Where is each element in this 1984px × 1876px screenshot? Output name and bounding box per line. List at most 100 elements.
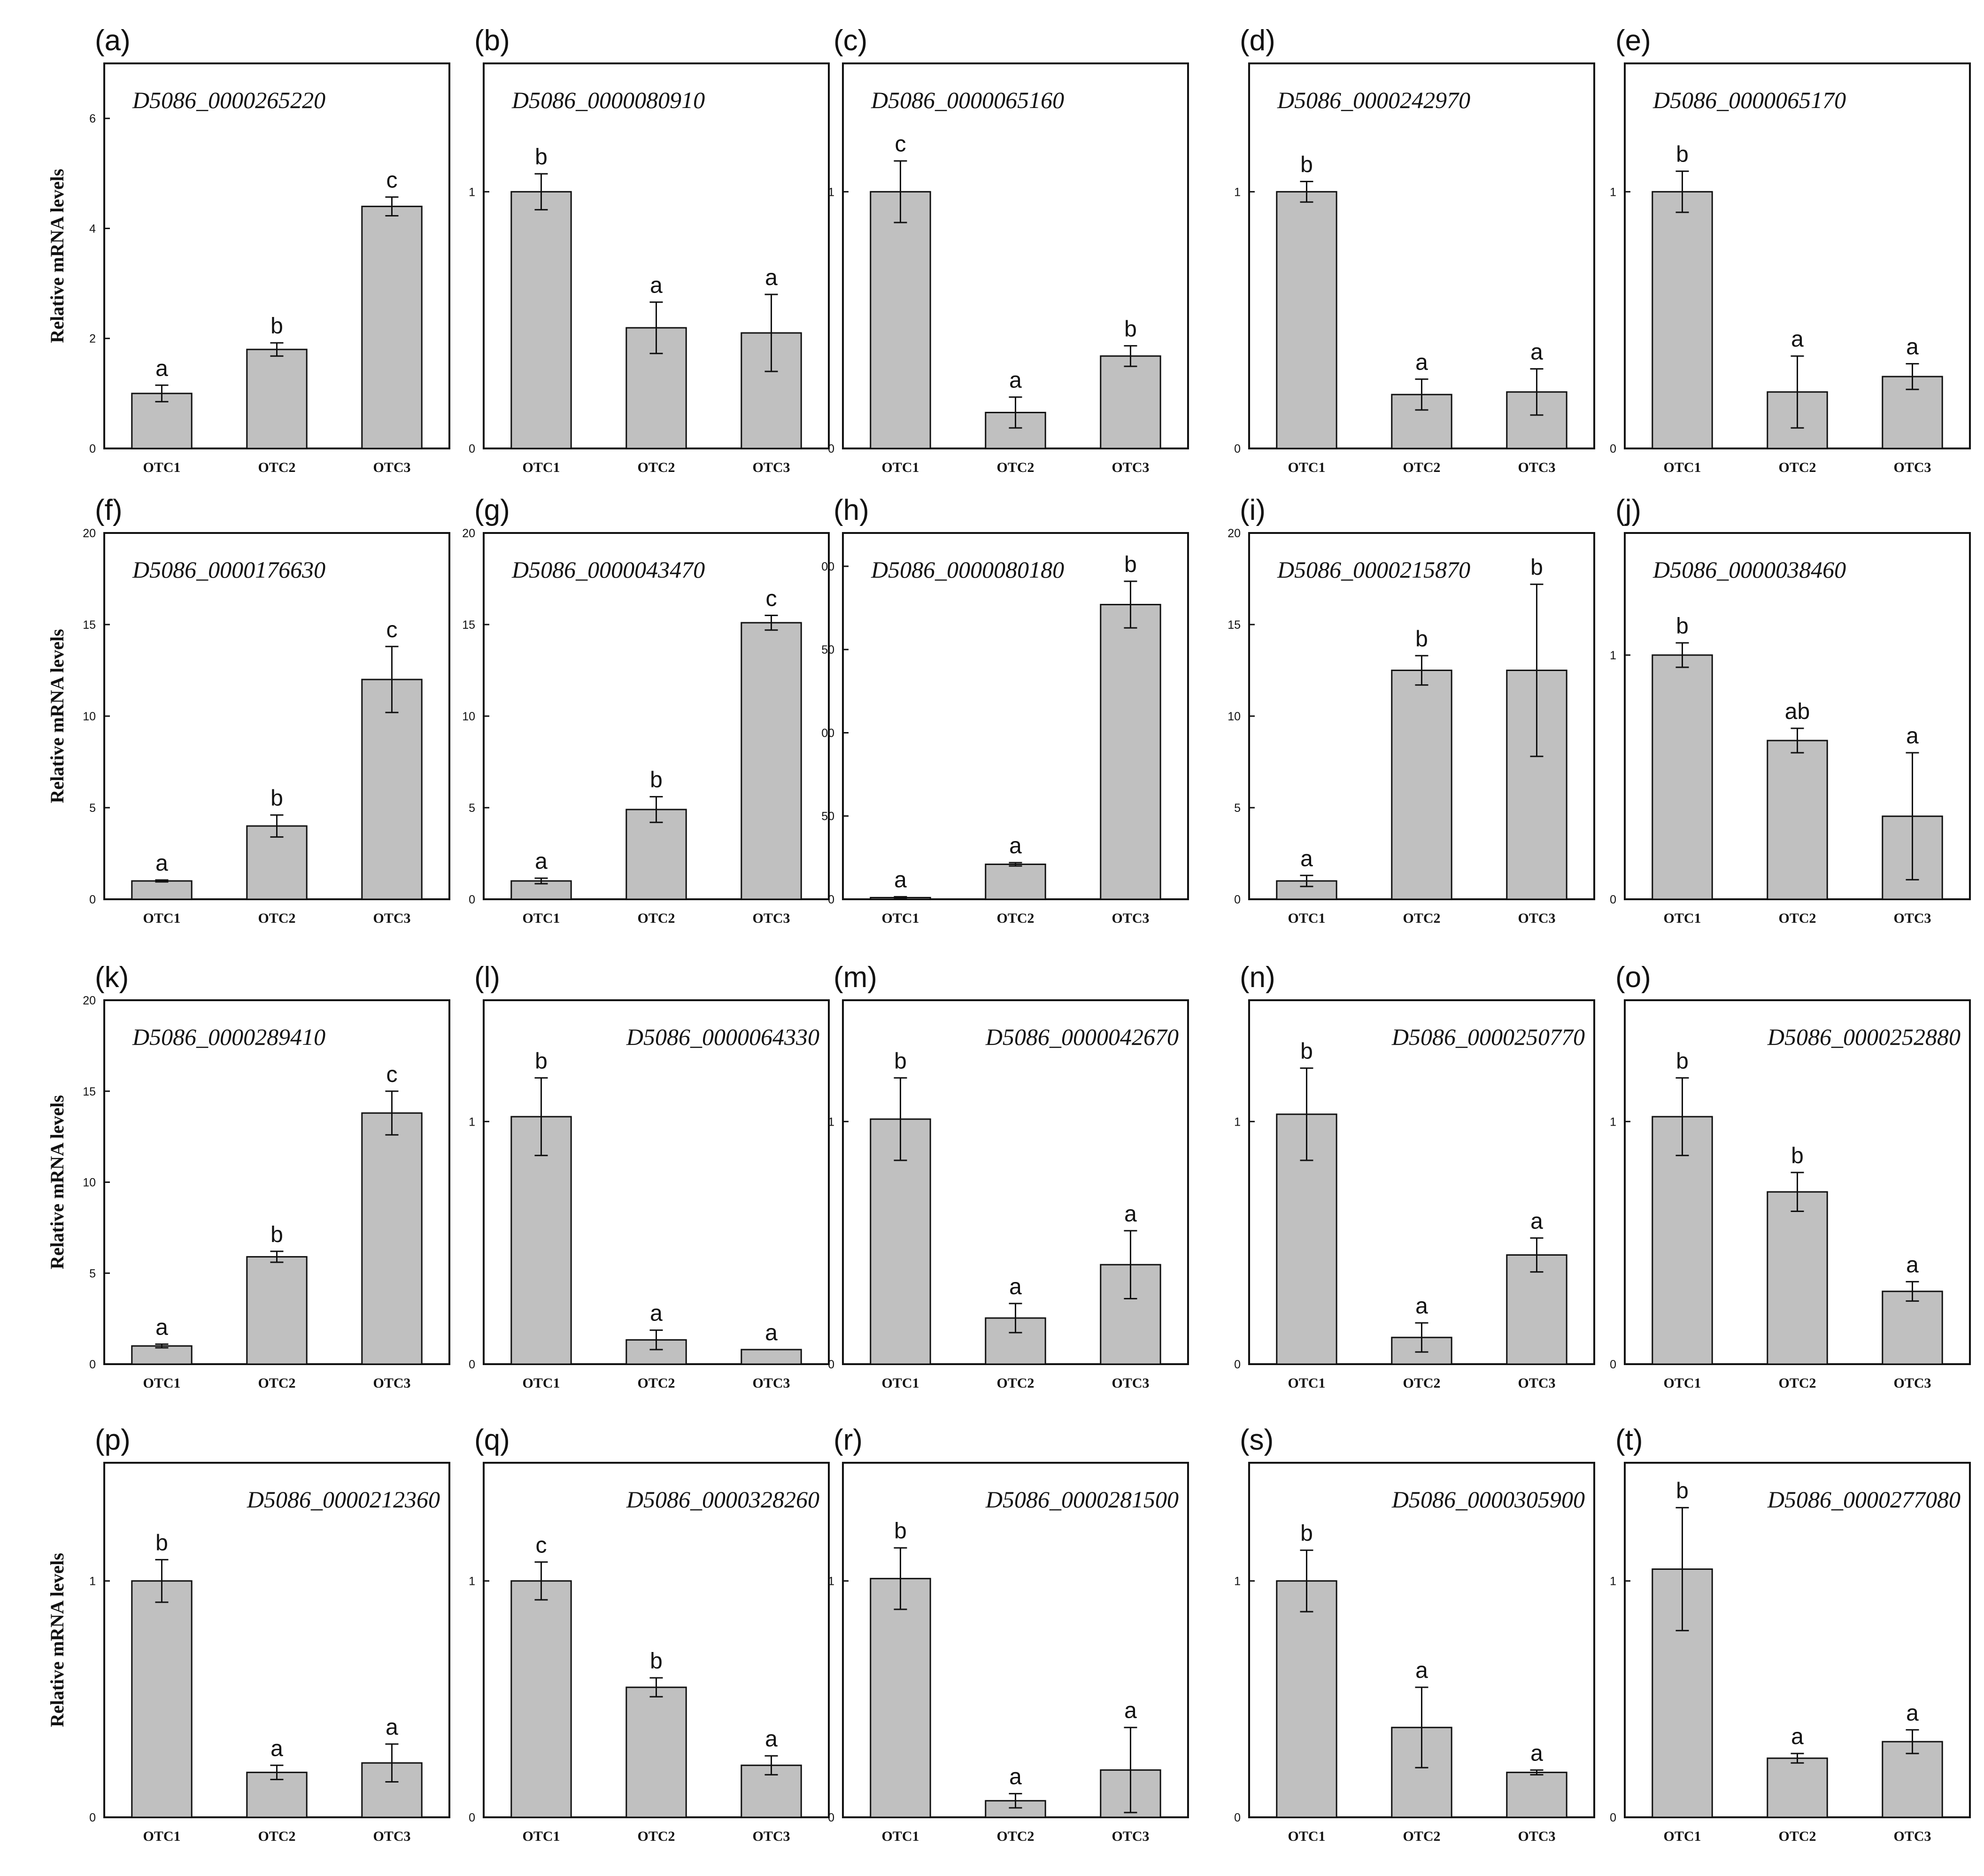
significance-label: c: [386, 1062, 398, 1087]
significance-label: b: [1124, 552, 1137, 577]
panel-letter: (s): [1240, 1424, 1274, 1456]
bar-otc1: [510, 191, 572, 449]
x-category-label: OTC1: [1663, 1829, 1701, 1844]
bar-otc3: [361, 1112, 423, 1365]
significance-label: b: [1300, 152, 1313, 177]
y-tick-label: 15: [462, 618, 475, 632]
x-category-label: OTC1: [1663, 460, 1701, 475]
significance-label: a: [650, 1301, 663, 1326]
x-category-label: OTC2: [258, 460, 295, 475]
significance-label: c: [536, 1533, 547, 1558]
y-tick-label: 5: [89, 802, 96, 815]
x-category-label: OTC3: [752, 911, 790, 926]
chart-panel-4: (d) D5086_0000242970 0 1 b OTC1 a OTC2 a OTC3: [1234, 24, 1595, 475]
significance-label: a: [765, 1320, 778, 1345]
x-category-label: OTC2: [637, 460, 675, 475]
x-category-label: OTC3: [1518, 1829, 1555, 1844]
significance-label: b: [650, 1649, 663, 1674]
y-tick-label: 0: [1610, 893, 1616, 906]
bar-otc2: [1767, 740, 1828, 900]
bar-otc3: [741, 622, 802, 900]
gene-title: D5086_0000242970: [1277, 87, 1470, 113]
y-tick-label: 1: [1610, 1575, 1616, 1588]
significance-label: b: [270, 786, 283, 811]
gene-title: D5086_0000215870: [1277, 556, 1470, 583]
y-tick-label: 1: [1610, 649, 1616, 662]
x-category-label: OTC1: [881, 1829, 919, 1844]
x-category-label: OTC2: [637, 911, 675, 926]
chart-panel-19: (s) D5086_0000305900 0 1 b OTC1 a OTC2 a OTC3: [1234, 1424, 1595, 1844]
gene-title: D5086_0000064330: [626, 1024, 819, 1050]
y-tick-label: 20: [1227, 527, 1241, 540]
gene-title: D5086_0000043470: [511, 556, 705, 583]
y-tick-label: 0: [469, 1811, 475, 1824]
significance-label: b: [1415, 626, 1428, 651]
y-tick-label: 1: [1234, 1115, 1241, 1128]
significance-label: b: [1124, 317, 1137, 341]
significance-label: c: [386, 168, 398, 193]
gene-title: D5086_0000289410: [132, 1024, 325, 1050]
y-tick-label: 50: [821, 643, 834, 656]
chart-panel-1: (a) D5086_0000265220 0 2 4 6 Relative mRNA lev…: [46, 24, 450, 475]
x-category-label: OTC3: [1112, 460, 1149, 475]
bar-otc1: [131, 880, 193, 900]
panel-letter: (p): [95, 1424, 131, 1456]
gene-title: D5086_0000176630: [132, 556, 325, 583]
chart-panel-8: (h) D5086_0000080180 0 50 00 50 00 a OTC1 a OTC2 b O…: [821, 494, 1189, 926]
x-category-label: OTC2: [1403, 1375, 1440, 1391]
y-tick-label: 0: [469, 893, 475, 906]
bar-otc1: [870, 191, 931, 449]
significance-label: a: [1906, 1701, 1919, 1726]
significance-label: b: [1676, 1479, 1689, 1504]
significance-label: a: [155, 1315, 168, 1340]
chart-panel-20: (t) D5086_0000277080 0 1 b OTC1 a OTC2 a OTC3: [1610, 1424, 1971, 1844]
y-tick-label: 0: [89, 1811, 96, 1824]
y-tick-label: 10: [83, 1176, 96, 1189]
x-category-label: OTC1: [143, 911, 180, 926]
chart-panel-18: (r) D5086_0000281500 0 1 b OTC1 a OTC2 a OTC3: [828, 1424, 1189, 1844]
x-category-label: OTC2: [1778, 1829, 1816, 1844]
bar-otc1: [1652, 191, 1713, 449]
significance-label: a: [1009, 368, 1022, 393]
y-tick-label: 1: [469, 1575, 475, 1588]
gene-title: D5086_0000080910: [511, 87, 705, 113]
x-category-label: OTC3: [1893, 460, 1931, 475]
x-category-label: OTC2: [996, 1829, 1034, 1844]
x-category-label: OTC1: [1288, 911, 1325, 926]
gene-title: D5086_0000305900: [1391, 1486, 1585, 1513]
gene-title: D5086_0000038460: [1652, 556, 1846, 583]
y-tick-label: 15: [83, 1085, 96, 1098]
gene-title: D5086_0000212360: [247, 1486, 440, 1513]
chart-panel-7: (g) D5086_0000043470 0 5 10 15 20 a OTC1 b OTC2 c OT…: [462, 494, 830, 926]
bar-otc1: [1652, 1568, 1713, 1818]
significance-label: a: [1124, 1698, 1137, 1723]
y-tick-label: 0: [1234, 1811, 1241, 1824]
y-axis-label: Relative mRNA levels: [46, 169, 68, 343]
chart-panel-13: (m) D5086_0000042670 0 1 b OTC1 a OTC2 a OTC3: [828, 961, 1189, 1391]
y-tick-label: 0: [828, 893, 834, 906]
bar-otc1: [131, 1580, 193, 1818]
y-tick-label: 10: [462, 710, 475, 723]
bar-otc1: [510, 1116, 572, 1365]
x-category-label: OTC1: [522, 1375, 560, 1391]
x-category-label: OTC2: [996, 460, 1034, 475]
y-tick-label: 0: [469, 1358, 475, 1371]
chart-panel-3: (c) D5086_0000065160 0 1 c OTC1 a OTC2 b OTC3: [828, 24, 1189, 475]
significance-label: a: [1124, 1202, 1137, 1227]
bar-otc3: [1100, 603, 1161, 900]
significance-label: a: [1009, 1765, 1022, 1790]
y-tick-label: 0: [469, 442, 475, 455]
x-category-label: OTC3: [373, 460, 410, 475]
panel-letter: (t): [1615, 1424, 1643, 1456]
x-category-label: OTC1: [143, 1829, 180, 1844]
significance-label: ab: [1785, 699, 1810, 724]
y-tick-label: 20: [462, 527, 475, 540]
significance-label: a: [1906, 335, 1919, 360]
gene-title: D5086_0000281500: [985, 1486, 1179, 1513]
y-tick-label: 5: [469, 802, 475, 815]
x-category-label: OTC2: [1778, 1375, 1816, 1391]
y-tick-label: 10: [1227, 710, 1241, 723]
significance-label: b: [1676, 614, 1689, 639]
significance-label: b: [155, 1530, 168, 1555]
y-tick-label: 0: [828, 1358, 834, 1371]
